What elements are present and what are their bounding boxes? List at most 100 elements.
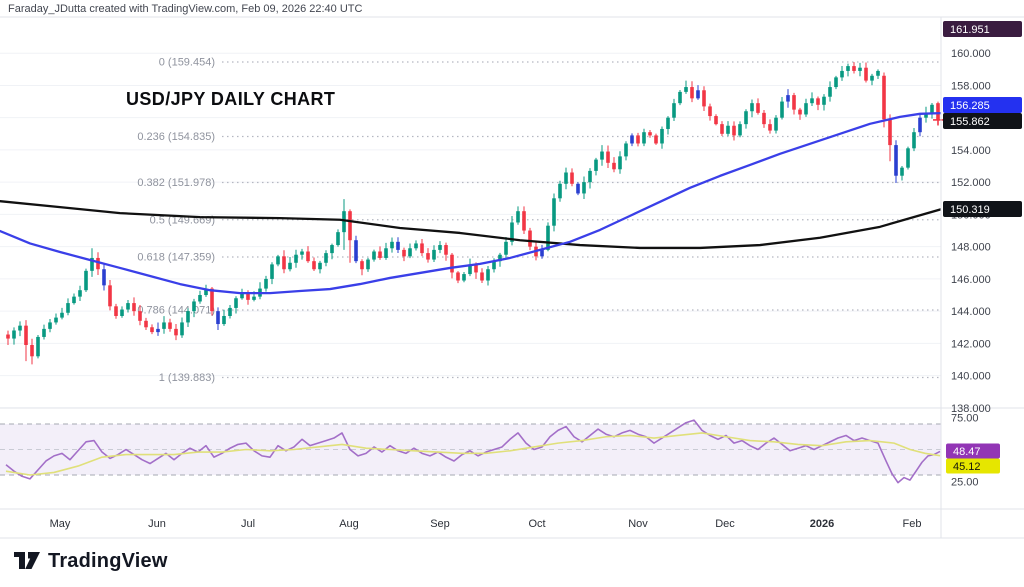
candle-body (276, 256, 280, 265)
candle-body (804, 103, 808, 115)
candle-body (72, 296, 76, 304)
tradingview-logo-icon (14, 552, 40, 569)
candle-body (846, 66, 850, 71)
rsi-ma-value-badge-label: 45.12 (953, 461, 981, 473)
level-price-badge: 161.951 (943, 21, 1022, 37)
candle-body (318, 262, 322, 270)
candle-body (30, 345, 34, 357)
time-tick-label: Jul (241, 518, 255, 530)
rsi-value-badge-label: 48.47 (953, 446, 981, 458)
candle-body (306, 251, 310, 262)
candle-body (672, 103, 676, 118)
candle-body (198, 295, 202, 302)
time-axis-labels: May Jun Jul Aug Sep Oct Nov Dec 2026 Feb (50, 518, 922, 530)
candle-body (720, 124, 724, 134)
brand-text: TradingView (48, 549, 168, 572)
price-tick-label: 148.000 (951, 242, 991, 254)
candle-body (912, 132, 916, 149)
candle-body (354, 240, 358, 262)
candle-body (270, 264, 274, 279)
candle-body (252, 296, 256, 300)
price-axis[interactable] (941, 17, 1024, 509)
candle-body (42, 328, 46, 337)
rsi-ma-value-badge-bg (946, 458, 1000, 474)
candle-body (102, 269, 106, 286)
candle-body (24, 325, 28, 346)
candle-body (714, 116, 718, 125)
candle-body (300, 251, 304, 255)
candle-body (336, 232, 340, 246)
rsi-band (0, 423, 941, 476)
candle-body (126, 303, 130, 310)
candle-body (780, 101, 784, 118)
black-ma-price-badge-bg (943, 201, 1022, 217)
rsi-pane[interactable] (0, 409, 941, 508)
black-ma-price-badge-label: 150.319 (950, 204, 990, 216)
last-price-badge-label: 155.862 (950, 116, 990, 128)
candle-body (408, 248, 412, 257)
candle-body (678, 91, 682, 104)
candle-body (816, 98, 820, 105)
candle-body (666, 117, 670, 129)
rsi-ma-value-badge: 45.12 (946, 458, 1000, 474)
candle-body (708, 106, 712, 117)
chart-title-watermark: USD/JPY DAILY CHART (126, 89, 336, 109)
price-tick-label: 146.000 (951, 274, 991, 286)
candle-body (18, 325, 22, 331)
candle-body (450, 254, 454, 273)
candle-body (264, 278, 268, 289)
candle-body (168, 322, 172, 329)
candle-body (372, 251, 376, 260)
time-tick-label: Sep (430, 518, 450, 530)
candle-body (522, 211, 526, 231)
candle-body (798, 109, 802, 115)
blue-ma-price-badge-label: 156.285 (950, 100, 990, 112)
candle-body (480, 272, 484, 281)
candle-body (60, 312, 64, 318)
rsi-value-badge-bg (946, 443, 1000, 459)
candle-body (162, 322, 166, 329)
candle-body (288, 262, 292, 270)
tradingview-logo[interactable]: TradingView (12, 549, 168, 573)
candle-body (528, 230, 532, 247)
candle-body (894, 145, 898, 176)
candle-body (750, 103, 754, 112)
ma-blue-line (0, 111, 941, 295)
candle-body (726, 125, 730, 134)
price-tick-label: 142.000 (951, 338, 991, 350)
candle-body (366, 259, 370, 270)
level-price-badge-label: 161.951 (950, 24, 990, 36)
candle-body (786, 95, 790, 102)
candle-body (774, 117, 778, 131)
fib-level-label: 0.382 (151.978) (137, 177, 215, 189)
price-tick-label: 152.000 (951, 177, 991, 189)
candle-body (240, 293, 244, 299)
rsi-value-badge: 48.47 (946, 443, 1000, 459)
candle-body (930, 104, 934, 113)
time-tick-label: Dec (715, 518, 735, 530)
candle-body (342, 211, 346, 233)
price-pane[interactable] (0, 17, 941, 408)
candle-body (462, 274, 466, 281)
price-tick-label: 144.000 (951, 306, 991, 318)
candle-body (210, 288, 214, 312)
candle-body (570, 172, 574, 184)
candle-body (348, 211, 352, 241)
candle-body (96, 257, 100, 270)
candle-body (564, 172, 568, 184)
rsi-ma-line (5, 432, 941, 476)
candle-body (294, 254, 298, 263)
candle-body (330, 245, 334, 254)
candle-body (204, 288, 208, 296)
ma-black-line (0, 200, 941, 250)
candle-body (864, 67, 868, 81)
candle-body (510, 222, 514, 242)
candle-body (324, 253, 328, 263)
candle-body (546, 225, 550, 250)
time-axis[interactable] (0, 509, 941, 538)
time-tick-label: Feb (903, 518, 922, 530)
candle-body (108, 285, 112, 307)
candle-body (618, 156, 622, 170)
candle-body (378, 251, 382, 258)
